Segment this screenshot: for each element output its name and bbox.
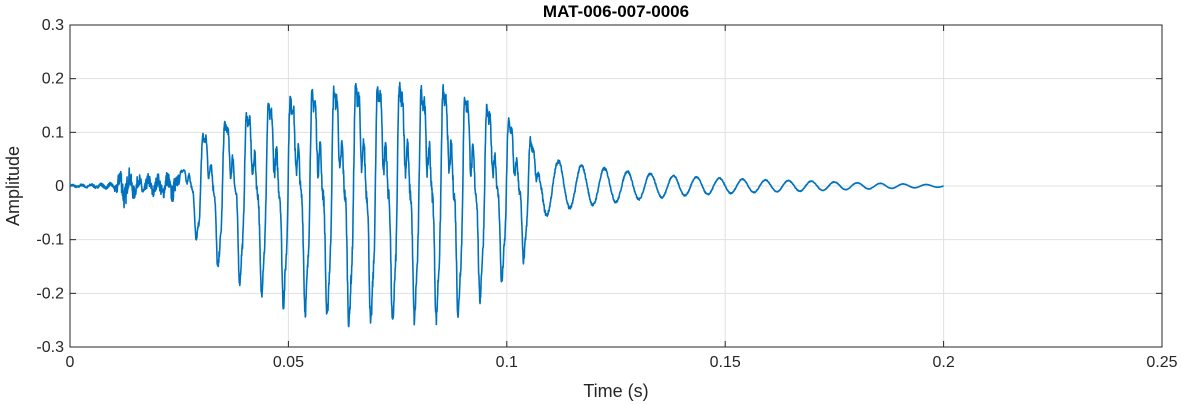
- chart-title: MAT-006-007-0006: [543, 2, 689, 21]
- axis-ticks: [69, 24, 1163, 348]
- y-tick-label: 0: [55, 178, 64, 195]
- x-tick-label: 0: [66, 354, 75, 371]
- y-tick-label: 0.3: [42, 17, 64, 34]
- y-tick-label: 0.1: [42, 124, 64, 141]
- x-tick-label: 0.15: [710, 354, 741, 371]
- x-axis-label: Time (s): [583, 381, 648, 401]
- y-tick-label: -0.1: [36, 232, 64, 249]
- x-tick-label: 0.2: [932, 354, 954, 371]
- x-tick-labels: 0 0.05 0.1 0.15 0.2 0.25: [66, 354, 1178, 371]
- y-tick-label: -0.3: [36, 339, 64, 356]
- y-axis-label: Amplitude: [3, 146, 23, 226]
- waveform-series-line: [69, 81, 945, 328]
- x-tick-label: 0.25: [1146, 354, 1177, 371]
- y-tick-labels: -0.3 -0.2 -0.1 0 0.1 0.2 0.3: [36, 17, 64, 356]
- y-tick-label: -0.2: [36, 285, 64, 302]
- x-tick-label: 0.1: [496, 354, 518, 371]
- x-tick-label: 0.05: [273, 354, 304, 371]
- y-tick-label: 0.2: [42, 71, 64, 88]
